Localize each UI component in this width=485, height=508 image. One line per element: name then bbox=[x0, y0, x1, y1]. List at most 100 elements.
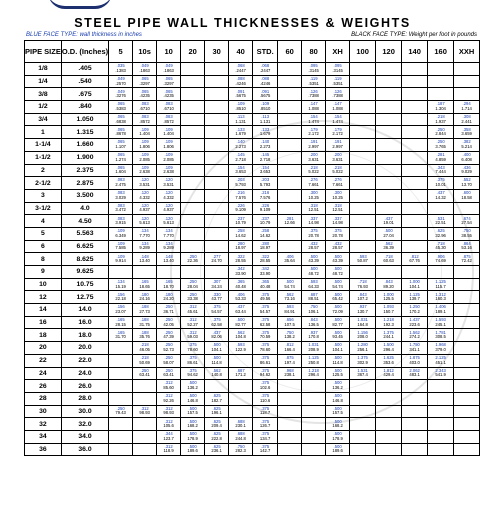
value-cell: .126.7388 bbox=[325, 87, 351, 102]
weight-per-foot: 3.531 bbox=[139, 182, 150, 188]
value-cell: .500 43.39 bbox=[301, 252, 327, 266]
weight-per-foot: 54.74 bbox=[332, 283, 343, 289]
value-cell bbox=[427, 265, 455, 279]
value-cell: .250 47.39 bbox=[156, 328, 182, 343]
pipe-size-cell: 9 bbox=[24, 265, 62, 279]
wall-thickness: .437 bbox=[212, 329, 221, 335]
value-cell: .308 2.441 bbox=[453, 112, 481, 127]
value-cell bbox=[301, 442, 327, 457]
value-cell bbox=[301, 391, 327, 406]
pipe-size-cell: 2-1/2 bbox=[24, 176, 62, 190]
weight-per-foot: 222.8 bbox=[211, 435, 222, 441]
wall-thickness: .154 bbox=[261, 164, 270, 170]
value-cell: .126.7388 bbox=[301, 87, 327, 102]
wall-thickness: .250 bbox=[140, 367, 149, 373]
value-cell: .188 31.75 bbox=[132, 315, 158, 330]
pipe-size-cell: 28 bbox=[24, 391, 62, 406]
value-cell bbox=[277, 74, 303, 89]
value-cell bbox=[453, 315, 481, 330]
weight-per-foot: 230.1 bbox=[235, 423, 246, 429]
value-cell: .083.6710 bbox=[132, 100, 158, 114]
wall-thickness: .180 bbox=[140, 291, 149, 297]
value-cell: .250 63.41 bbox=[132, 366, 158, 381]
value-cell: .843 136.5 bbox=[301, 315, 327, 330]
column-header: 140 bbox=[401, 40, 429, 63]
weight-per-foot: 2.997 bbox=[332, 143, 343, 149]
column-header: 5 bbox=[108, 40, 134, 63]
value-cell bbox=[277, 163, 303, 178]
wall-thickness: .300 bbox=[309, 190, 318, 196]
wall-thickness: .218 bbox=[140, 342, 149, 348]
value-cell: .165 31.70 bbox=[108, 328, 134, 343]
value-cell bbox=[180, 138, 206, 152]
weight-per-foot: 160.3 bbox=[435, 296, 446, 302]
value-cell: 1.218 192.3 bbox=[375, 315, 403, 330]
value-cell: .500 27.04 bbox=[375, 226, 403, 241]
value-cell: .277 24.70 bbox=[204, 252, 230, 266]
pipe-size-cell: 20 bbox=[24, 341, 62, 355]
value-cell: .406 53.33 bbox=[228, 290, 254, 305]
value-cell: .109 1.404 bbox=[156, 125, 182, 140]
weight-per-foot: 1.274 bbox=[115, 156, 126, 162]
weight-per-foot: 42.05 bbox=[163, 321, 174, 327]
value-cell bbox=[277, 138, 303, 152]
value-cell: .312 98.93 bbox=[156, 404, 182, 419]
weight-per-foot: 12.51 bbox=[332, 207, 343, 213]
weight-per-foot: 22.51 bbox=[435, 220, 446, 226]
weight-per-foot: 107.5 bbox=[284, 321, 295, 327]
wall-thickness: .312 bbox=[188, 329, 197, 335]
value-cell: .109 2.638 bbox=[132, 163, 158, 178]
weight-per-foot: 24.70 bbox=[211, 258, 222, 264]
weight-per-foot: 54.57 bbox=[211, 308, 222, 314]
value-cell bbox=[349, 417, 377, 431]
value-cell bbox=[375, 87, 403, 102]
wall-thickness: .437 bbox=[236, 304, 245, 310]
od-cell: 8.625 bbox=[60, 252, 110, 266]
value-cell bbox=[277, 239, 303, 254]
value-cell bbox=[349, 214, 377, 228]
table-row: 1-1/2 1.900.065 1.274.109 2.085.109 2.085.14… bbox=[24, 150, 481, 165]
weight-per-foot: 76.93 bbox=[357, 283, 368, 289]
weight-per-foot: 114.8 bbox=[211, 359, 222, 365]
wall-thickness: 1.156 bbox=[357, 329, 368, 335]
od-cell: 36.0 bbox=[60, 442, 110, 457]
value-cell: .375 10.01 bbox=[427, 176, 455, 190]
od-cell: 10.75 bbox=[60, 277, 110, 292]
wall-thickness: 1.531 bbox=[357, 367, 368, 373]
value-cell bbox=[427, 62, 455, 76]
value-cell bbox=[180, 188, 206, 203]
wall-thickness: .113 bbox=[236, 114, 245, 119]
weight-per-foot: 12.51 bbox=[308, 207, 319, 213]
wall-thickness: 1.125 bbox=[435, 278, 446, 284]
value-cell: .365 40.48 bbox=[228, 277, 254, 292]
value-cell: .109 1.806 bbox=[156, 138, 182, 152]
value-cell bbox=[349, 74, 377, 89]
weight-per-foot: 53.16 bbox=[461, 245, 472, 251]
value-cell: .294 1.714 bbox=[453, 100, 481, 114]
weight-per-foot: 341.1 bbox=[409, 346, 420, 352]
wall-thickness: .312 bbox=[188, 304, 197, 310]
value-cell: .531 22.51 bbox=[427, 214, 455, 228]
value-cell bbox=[349, 150, 377, 165]
weight-per-foot: 28.55 bbox=[235, 258, 246, 264]
wall-thickness: .687 bbox=[309, 291, 318, 297]
value-cell: .365 40.48 bbox=[252, 277, 279, 292]
wall-thickness: .500 bbox=[309, 253, 318, 259]
table-row: 1/8.405.035.1383.049.1863.049.1863.068.2… bbox=[24, 62, 481, 76]
value-cell: .203 5.793 bbox=[252, 176, 279, 190]
weight-per-foot: 2.718 bbox=[259, 156, 271, 162]
weight-per-foot: 31.75 bbox=[139, 321, 150, 327]
wall-thickness: .258 bbox=[236, 228, 245, 234]
value-cell bbox=[349, 163, 377, 178]
weight-per-foot: 238.1 bbox=[284, 372, 295, 378]
value-cell: .718 45.30 bbox=[427, 239, 455, 254]
value-cell bbox=[401, 62, 429, 76]
weight-per-foot: 1.107 bbox=[115, 143, 126, 149]
wall-thickness: .843 bbox=[384, 278, 393, 284]
column-header: XXH bbox=[453, 40, 481, 63]
value-cell bbox=[401, 188, 429, 203]
value-cell: .300 10.25 bbox=[325, 188, 351, 203]
value-cell bbox=[401, 417, 429, 431]
value-cell: .375 110.6 bbox=[252, 391, 279, 406]
weight-per-foot: 1.806 bbox=[139, 143, 150, 149]
